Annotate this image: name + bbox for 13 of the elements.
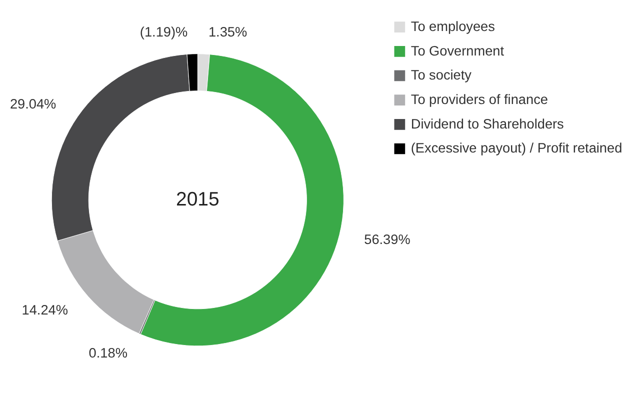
- data-label: 56.39%: [364, 232, 410, 247]
- data-label: 14.24%: [22, 302, 68, 318]
- legend-label: To employees: [410, 18, 496, 34]
- legend-label: To society: [410, 68, 472, 83]
- data-label: 1.35%: [208, 24, 248, 40]
- data-label: (1.19)%: [140, 24, 188, 40]
- legend-label: Dividend to Shareholders: [410, 116, 564, 132]
- legend-label: (Excessive payout) / Profit retained: [410, 140, 622, 156]
- text: 2015: [176, 188, 220, 211]
- data-label: 0.18%: [88, 346, 128, 361]
- legend-label: To Government: [410, 43, 504, 58]
- data-label: 29.04%: [10, 96, 56, 112]
- legend-label: To providers of finance: [410, 92, 548, 107]
